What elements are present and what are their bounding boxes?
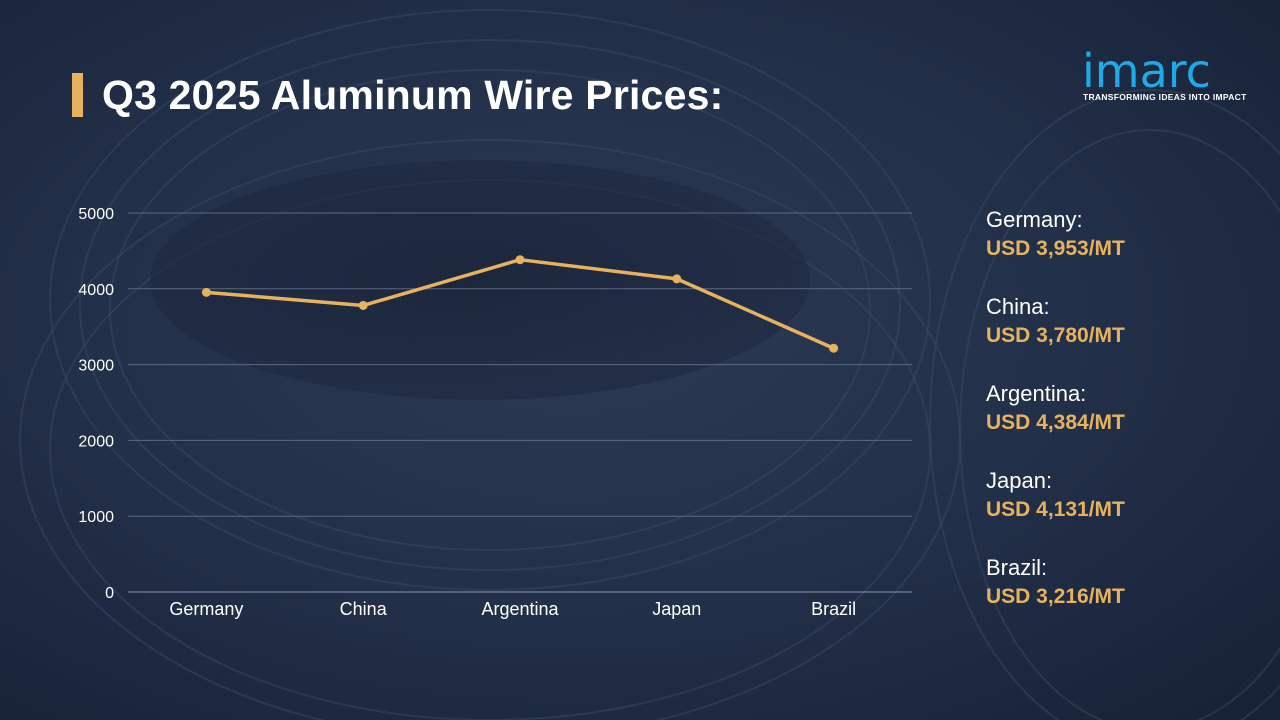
legend-country: Japan: [986, 468, 1053, 493]
y-tick-label: 2000 [78, 433, 114, 450]
y-tick-label: 5000 [78, 206, 114, 223]
price-legend: Germany: USD 3,953/MT China: USD 3,780/M… [986, 206, 1266, 641]
legend-item-japan: Japan: USD 4,131/MT [986, 467, 1266, 554]
data-point [672, 274, 682, 284]
logo-tagline: TRANSFORMING IDEAS INTO IMPACT [1083, 92, 1247, 102]
legend-price: USD 3,953/MT [986, 237, 1125, 260]
title-accent-bar [72, 73, 83, 117]
legend-country: China: [986, 294, 1050, 319]
y-tick-label: 0 [105, 585, 114, 602]
legend-price: USD 4,384/MT [986, 411, 1125, 434]
legend-price: USD 3,216/MT [986, 585, 1125, 608]
x-tick-label: Argentina [481, 599, 559, 619]
y-tick-label: 4000 [78, 282, 114, 299]
legend-item-argentina: Argentina: USD 4,384/MT [986, 380, 1266, 467]
title-block: Q3 2025 Aluminum Wire Prices: [72, 70, 723, 120]
legend-country: Germany: [986, 207, 1083, 232]
data-point [201, 287, 211, 297]
y-tick-label: 1000 [78, 509, 114, 526]
data-point [515, 255, 525, 265]
legend-price: USD 3,780/MT [986, 324, 1125, 347]
imarc-logo: imarc TRANSFORMING IDEAS INTO IMPACT [1080, 30, 1250, 105]
data-point [358, 300, 368, 310]
y-tick-label: 3000 [78, 358, 114, 375]
series-line [204, 257, 836, 350]
data-point [829, 343, 839, 353]
x-tick-label: China [340, 599, 388, 619]
legend-item-china: China: USD 3,780/MT [986, 293, 1266, 380]
legend-country: Brazil: [986, 555, 1048, 580]
legend-country: Argentina: [986, 381, 1087, 406]
x-tick-label: Brazil [811, 599, 856, 619]
x-tick-label: Germany [169, 599, 243, 619]
page-title: Q3 2025 Aluminum Wire Prices: [102, 71, 724, 118]
legend-item-brazil: Brazil: USD 3,216/MT [986, 554, 1266, 641]
logo-wordmark: imarc [1082, 44, 1211, 98]
legend-price: USD 4,131/MT [986, 498, 1125, 521]
legend-item-germany: Germany: USD 3,953/MT [986, 206, 1266, 293]
x-tick-label: Japan [652, 599, 701, 619]
